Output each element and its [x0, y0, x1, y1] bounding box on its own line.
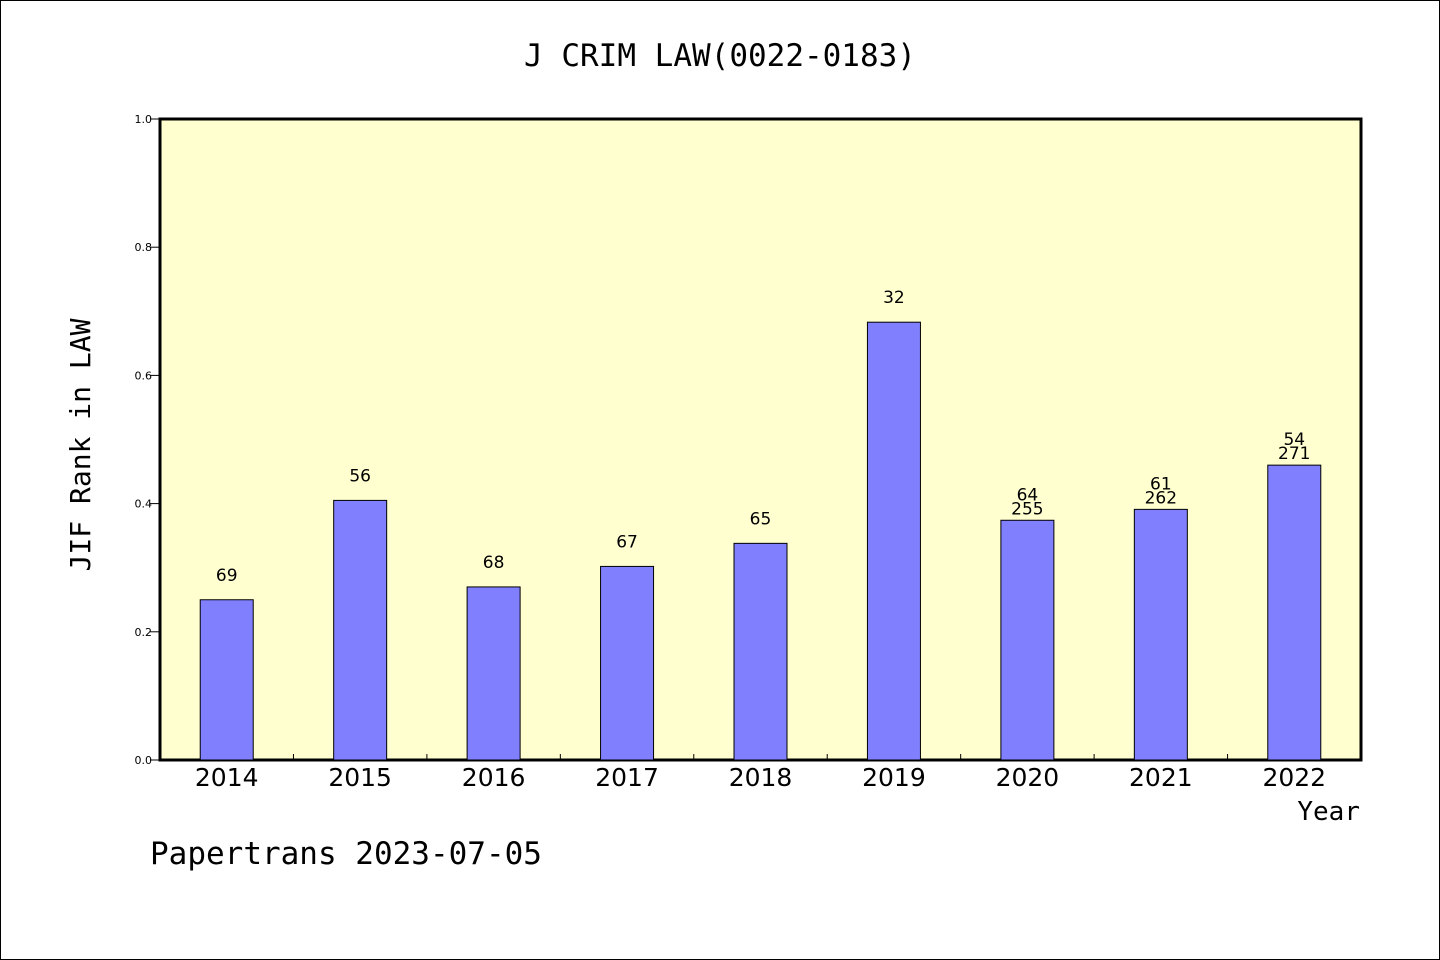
data-label: 67	[616, 532, 638, 552]
y-axis-label: JIF Rank in LAW	[64, 318, 97, 571]
y-tick-label: 1.0	[135, 113, 153, 126]
y-tick-label: 0.0	[135, 754, 153, 767]
data-label: 64	[1017, 485, 1039, 505]
x-tick-label: 2018	[729, 763, 793, 792]
bar	[1000, 519, 1055, 761]
y-tick-label: 0.8	[135, 241, 153, 254]
bar	[866, 321, 921, 761]
bar-series	[199, 321, 1322, 761]
x-tick-label: 2019	[862, 763, 926, 792]
y-tick-label: 0.2	[135, 626, 153, 639]
x-tick-label: 2022	[1262, 763, 1326, 792]
footer-credit: Papertrans 2023-07-05	[150, 836, 542, 872]
data-label: 255	[1011, 499, 1043, 519]
data-label: 65	[750, 509, 772, 529]
data-label: 56	[349, 466, 371, 486]
bar	[1133, 508, 1188, 761]
bar	[600, 565, 655, 761]
bar	[199, 599, 254, 761]
bar	[1267, 464, 1322, 761]
y-tick-label: 0.4	[135, 498, 153, 511]
bar	[333, 499, 388, 761]
y-axis: 0.0 0.2 0.4 0.6 0.8 1.0	[135, 113, 160, 767]
x-axis-label: Year	[1297, 797, 1360, 827]
x-tick-label: 2021	[1129, 763, 1193, 792]
x-axis: 2014 2015 2016 2017 2018 2019 2020 2021 2022	[195, 754, 1326, 792]
data-label: 61	[1150, 474, 1172, 494]
data-label: 54	[1283, 430, 1305, 450]
data-label: 262	[1145, 488, 1177, 508]
x-tick-label: 2020	[996, 763, 1060, 792]
x-tick-label: 2014	[195, 763, 259, 792]
data-label: 271	[1278, 444, 1310, 464]
y-tick-label: 0.6	[135, 369, 153, 382]
chart-title: J CRIM LAW(0022-0183)	[524, 38, 916, 74]
bar	[733, 542, 788, 761]
data-label: 69	[216, 566, 238, 586]
x-tick-label: 2016	[462, 763, 526, 792]
data-label: 68	[483, 553, 505, 573]
data-label: 32	[883, 288, 905, 308]
x-tick-label: 2017	[595, 763, 659, 792]
x-tick-label: 2015	[328, 763, 392, 792]
bar	[466, 586, 521, 761]
